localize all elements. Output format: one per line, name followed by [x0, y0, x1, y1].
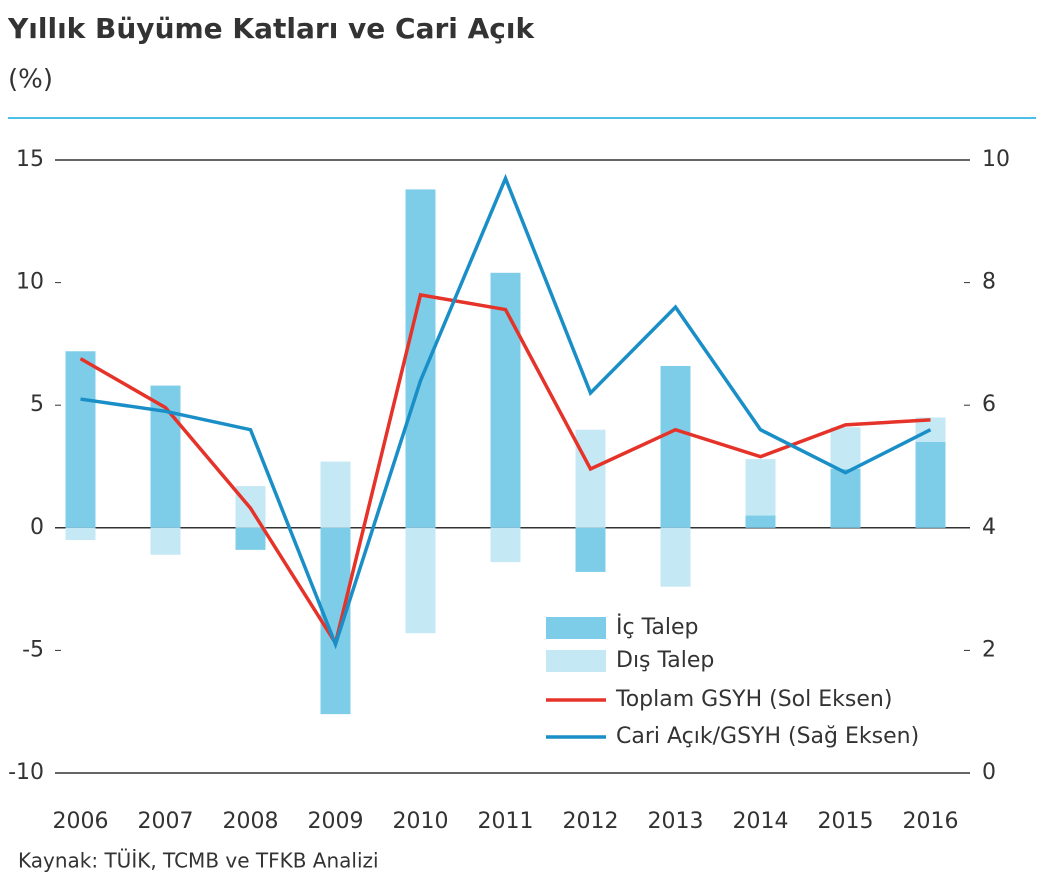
y2-tick-label: 6 — [982, 392, 996, 417]
x-tick-label: 2009 — [308, 809, 364, 834]
legend-label: İç Talep — [616, 614, 698, 640]
y2-tick-label: 10 — [982, 147, 1010, 172]
bar — [830, 468, 861, 528]
bar — [660, 365, 691, 528]
x-tick-label: 2013 — [648, 809, 704, 834]
x-tick-label: 2010 — [393, 809, 449, 834]
x-tick-label: 2006 — [53, 809, 109, 834]
x-tick-label: 2011 — [478, 809, 534, 834]
x-tick-label: 2016 — [903, 809, 959, 834]
y2-tick-label: 0 — [982, 760, 996, 785]
bar — [65, 527, 96, 541]
line — [79, 292, 931, 648]
y2-tick-label: 2 — [982, 637, 996, 662]
x-tick-label: 2014 — [733, 809, 789, 834]
legend-label: Dış Talep — [616, 648, 714, 673]
line — [80, 173, 932, 650]
bar — [405, 527, 436, 634]
bar — [660, 527, 691, 587]
source: Kaynak: TÜİK, TCMB ve TFKB Analizi — [18, 849, 379, 873]
y2-tick-label: 4 — [982, 515, 996, 540]
bar — [575, 429, 606, 528]
x-tick-label: 2007 — [138, 809, 194, 834]
legend-label: Cari Açık/GSYH (Sağ Eksen) — [616, 724, 919, 749]
bar — [490, 527, 521, 563]
chart-title: Yıllık Büyüme Katları ve Cari Açık — [7, 12, 535, 45]
bar — [235, 527, 266, 550]
bar — [150, 527, 181, 555]
y2-tick-label: 8 — [982, 270, 996, 295]
y-tick-label: 0 — [30, 515, 44, 540]
bar — [65, 351, 96, 528]
y-tick-label: -10 — [8, 760, 44, 785]
bar — [320, 461, 351, 528]
bar — [745, 459, 776, 516]
bar — [575, 527, 606, 572]
x-tick-label: 2008 — [223, 809, 279, 834]
y-tick-label: 5 — [30, 392, 44, 417]
bar — [745, 515, 776, 528]
bar — [830, 427, 861, 469]
legend-swatch — [546, 617, 606, 639]
y-tick-label: 10 — [16, 270, 44, 295]
x-tick-label: 2015 — [818, 809, 874, 834]
y-tick-label: -5 — [22, 637, 44, 662]
chart-subtitle: (%) — [8, 65, 53, 95]
legend-swatch — [546, 650, 606, 672]
bar — [915, 441, 946, 528]
bar — [490, 272, 521, 528]
x-tick-label: 2012 — [563, 809, 619, 834]
legend-label: Toplam GSYH (Sol Eksen) — [615, 687, 892, 712]
y-tick-label: 15 — [16, 147, 44, 172]
